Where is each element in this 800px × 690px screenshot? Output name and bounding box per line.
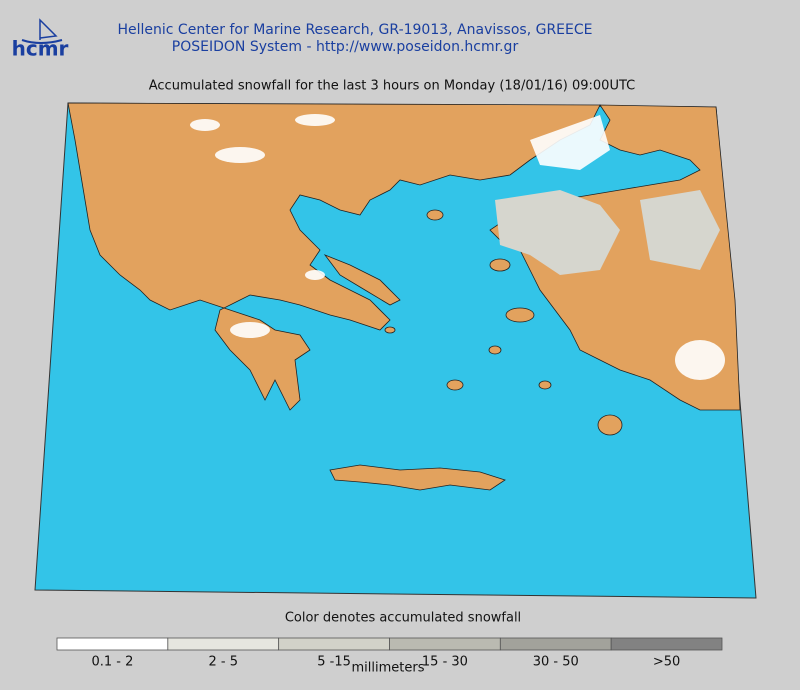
legend-title: Color denotes accumulated snowfall <box>285 611 521 626</box>
logo-icon <box>21 18 63 44</box>
legend-label: 15 - 30 <box>422 655 468 670</box>
legend-swatch <box>499 637 612 651</box>
legend: 0.1 - 2 2 - 5 5 -15 15 - 30 30 - 50 >50 <box>56 637 723 670</box>
legend-swatch <box>389 637 501 651</box>
legend-label: >50 <box>653 655 680 670</box>
legend-label: 2 - 5 <box>209 655 239 670</box>
map-title: Accumulated snowfall for the last 3 hour… <box>149 79 635 94</box>
header-line: POSEIDON System - http://www.poseidon.hc… <box>172 39 519 55</box>
legend-swatch <box>167 637 280 651</box>
logo: hcmr <box>12 37 69 61</box>
header-line: Hellenic Center for Marine Research, GR-… <box>117 22 592 38</box>
legend-label: 5 -15 <box>317 655 351 670</box>
legend-swatch <box>56 637 169 651</box>
legend-unit: millimeters <box>352 661 425 676</box>
legend-label: 30 - 50 <box>533 655 579 670</box>
legend-swatch <box>610 637 723 651</box>
legend-label: 0.1 - 2 <box>91 655 133 670</box>
legend-swatch <box>278 637 390 651</box>
map <box>34 102 757 599</box>
